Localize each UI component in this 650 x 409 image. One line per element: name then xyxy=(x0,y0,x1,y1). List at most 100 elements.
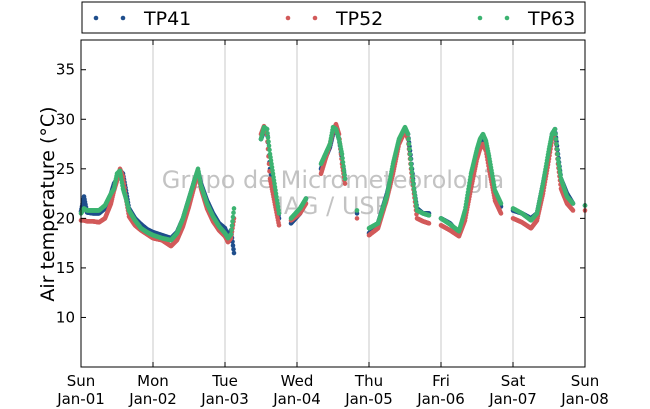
data-point xyxy=(341,164,346,169)
x-tick-day: Sun xyxy=(67,372,96,390)
data-point xyxy=(266,143,272,148)
y-tick-label: 10 xyxy=(56,308,75,326)
data-point xyxy=(341,168,347,173)
data-point xyxy=(342,181,348,186)
data-point xyxy=(408,156,413,162)
data-point xyxy=(413,200,419,206)
data-point xyxy=(264,126,270,132)
x-tick-label: Jan-01 xyxy=(56,390,105,408)
series-TP63 xyxy=(78,124,588,243)
x-tick-label: Jan-02 xyxy=(128,390,177,408)
x-tick-day: Wed xyxy=(281,372,314,390)
data-point xyxy=(426,221,432,226)
data-point xyxy=(406,136,411,142)
y-tick-label: 20 xyxy=(56,209,75,227)
x-tick-label: Jan-08 xyxy=(560,390,609,408)
data-point xyxy=(303,196,309,201)
data-point xyxy=(408,161,414,167)
x-tick-label: Jan-07 xyxy=(488,390,537,408)
data-point xyxy=(407,146,412,152)
data-point xyxy=(414,204,419,210)
vertical-grid xyxy=(152,40,514,367)
data-point xyxy=(266,139,271,144)
x-tick-label: Jan-04 xyxy=(272,390,321,408)
data-point xyxy=(407,151,413,157)
legend-marker xyxy=(120,15,126,21)
data-point xyxy=(228,231,234,237)
data-point xyxy=(570,201,576,206)
data-point xyxy=(406,141,412,147)
legend-marker xyxy=(477,15,483,21)
data-points xyxy=(78,121,588,256)
data-point xyxy=(411,182,416,187)
data-point xyxy=(411,186,417,191)
x-tick-day: Tue xyxy=(211,372,238,390)
data-point xyxy=(354,216,360,221)
legend-marker xyxy=(93,15,99,21)
watermark-line-1: Grupo de Micrometeorologia xyxy=(162,166,504,194)
data-point xyxy=(231,246,236,252)
legend-label: TP41 xyxy=(143,8,191,30)
legend-marker xyxy=(312,15,318,21)
data-point xyxy=(354,208,360,213)
data-point xyxy=(498,201,504,206)
data-point xyxy=(265,131,270,136)
data-point xyxy=(342,176,348,182)
legend-marker xyxy=(285,15,291,21)
x-tick-label: Jan-05 xyxy=(344,390,393,408)
legend-label: TP63 xyxy=(527,8,575,30)
data-point xyxy=(340,159,346,165)
data-point xyxy=(230,243,236,248)
x-axis: SunJan-01MonJan-02TueJan-03WedJan-04ThuJ… xyxy=(56,40,609,408)
x-tick-day: Fri xyxy=(432,372,450,390)
legend-frame xyxy=(81,1,586,34)
y-tick-label: 25 xyxy=(56,160,75,178)
data-point xyxy=(340,155,345,161)
data-point xyxy=(570,208,576,213)
data-point xyxy=(339,151,345,157)
data-point xyxy=(409,169,415,175)
data-point xyxy=(409,165,414,171)
y-axis-label: Air temperature (°C) xyxy=(37,106,59,301)
y-tick-label: 35 xyxy=(56,61,75,79)
x-tick-day: Mon xyxy=(137,372,169,390)
data-point xyxy=(410,178,416,183)
data-point xyxy=(276,211,282,216)
x-tick-label: Jan-06 xyxy=(416,390,465,408)
legend-label: TP52 xyxy=(335,8,383,30)
data-point xyxy=(553,131,558,137)
data-point xyxy=(276,223,282,228)
data-point xyxy=(231,206,237,211)
data-point xyxy=(426,213,432,218)
y-tick-label: 15 xyxy=(56,259,75,277)
data-point xyxy=(267,147,272,153)
data-point xyxy=(265,135,271,140)
data-point xyxy=(231,210,236,216)
plot-frame xyxy=(80,39,586,368)
data-point xyxy=(231,250,237,256)
data-point xyxy=(498,211,504,216)
data-point xyxy=(412,193,418,199)
data-point xyxy=(553,136,559,142)
y-axis: 10 15 20 25 30 35 xyxy=(56,61,585,326)
data-point xyxy=(413,197,418,202)
data-point xyxy=(405,131,411,137)
x-tick-day: Thu xyxy=(354,372,383,390)
data-point xyxy=(230,214,236,220)
data-point xyxy=(554,146,560,152)
y-tick-label: 30 xyxy=(56,110,75,128)
data-point xyxy=(552,126,558,132)
data-point xyxy=(342,172,347,177)
watermark: Grupo de Micrometeorologia IAG / USP xyxy=(162,166,504,220)
data-point xyxy=(554,141,559,147)
x-tick-day: Sun xyxy=(571,372,600,390)
data-point xyxy=(555,151,560,157)
legend: TP41 TP52 TP63 xyxy=(81,1,586,34)
data-point xyxy=(412,189,417,195)
data-point xyxy=(229,227,234,233)
data-point xyxy=(230,219,235,224)
data-point xyxy=(229,223,235,228)
legend-marker xyxy=(504,15,510,21)
x-tick-day: Sat xyxy=(501,372,526,390)
